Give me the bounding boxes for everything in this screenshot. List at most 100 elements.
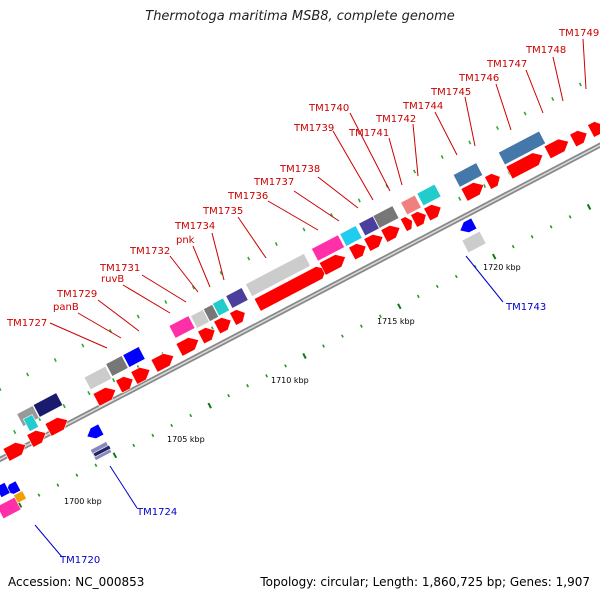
gene-feature-block[interactable] <box>22 414 40 432</box>
gene-feature-forward[interactable] <box>569 127 591 148</box>
gene-feature-reverse[interactable] <box>0 496 22 520</box>
tick-top <box>440 155 444 159</box>
gene-feature-forward[interactable] <box>399 214 415 232</box>
gene-feature-block[interactable] <box>497 130 547 166</box>
gene-feature-block[interactable] <box>400 194 422 216</box>
tick-top <box>247 256 251 261</box>
gene-label-TM1739[interactable]: TM1739 <box>293 123 334 134</box>
gene-feature-forward[interactable] <box>253 263 330 312</box>
gene-feature-forward[interactable] <box>92 384 119 407</box>
gene-feature-forward[interactable] <box>229 307 249 326</box>
gene-feature-forward[interactable] <box>363 231 386 252</box>
gene-feature-block[interactable] <box>105 355 129 377</box>
tick-outer <box>302 352 307 359</box>
gene-feature-forward[interactable] <box>318 251 349 276</box>
gene-label-TM1747[interactable]: TM1747 <box>486 59 527 70</box>
gene-feature-reverse[interactable] <box>461 230 487 254</box>
kbp-label-1705: 1705 kbp <box>167 435 205 444</box>
gene-feature-forward[interactable] <box>348 240 370 261</box>
gene-label-TM1731[interactable]: TM1731 <box>99 263 140 274</box>
gene-label-TM1742[interactable]: TM1742 <box>375 114 416 125</box>
tick-top <box>191 285 196 290</box>
gene-feature-forward[interactable] <box>2 439 29 462</box>
leader-TM1741 <box>388 137 403 186</box>
gene-label-TM1743[interactable]: TM1743 <box>505 302 546 313</box>
gene-feature-forward[interactable] <box>505 149 546 180</box>
gene-label-TM1737[interactable]: TM1737 <box>253 177 294 188</box>
gene-label-TM1732[interactable]: TM1732 <box>129 246 170 257</box>
gene-label-TM1735[interactable]: TM1735 <box>202 206 243 217</box>
gene-feature-block[interactable] <box>416 183 442 207</box>
gene-label-pnk[interactable]: pnk <box>176 235 195 246</box>
leader-TM1738 <box>317 176 359 209</box>
gene-feature-block[interactable] <box>311 234 345 262</box>
gene-feature-reverse[interactable] <box>92 444 112 458</box>
gene-feature-forward[interactable] <box>130 364 153 385</box>
tick-top <box>0 387 2 391</box>
gene-feature-block[interactable] <box>122 346 146 368</box>
gene-feature-block[interactable] <box>190 309 210 329</box>
gene-feature-reverse[interactable] <box>457 217 478 236</box>
gene-label-TM1729[interactable]: TM1729 <box>56 289 97 300</box>
gene-feature-block[interactable] <box>452 162 484 188</box>
gene-label-TM1736[interactable]: TM1736 <box>227 191 268 202</box>
gene-label-TM1741[interactable]: TM1741 <box>348 128 389 139</box>
gene-feature-forward[interactable] <box>380 222 403 243</box>
tick-inner <box>13 429 17 435</box>
gene-feature-forward[interactable] <box>26 427 49 448</box>
gene-feature-forward[interactable] <box>44 414 71 437</box>
gene-feature-forward[interactable] <box>150 350 177 373</box>
gene-feature-block[interactable] <box>83 365 113 391</box>
gene-feature-forward[interactable] <box>213 314 235 335</box>
gene-feature-block[interactable] <box>372 205 400 229</box>
gene-feature-forward[interactable] <box>543 135 572 160</box>
tick-outer <box>378 314 382 318</box>
gene-label-ruvB[interactable]: ruvB <box>101 274 124 285</box>
gene-feature-forward[interactable] <box>423 201 445 222</box>
gene-label-TM1724[interactable]: TM1724 <box>136 507 177 518</box>
leader-TM1735 <box>237 216 267 259</box>
gene-feature-block[interactable] <box>225 287 249 309</box>
gene-feature-block[interactable] <box>339 225 363 247</box>
kbp-label-1720: 1720 kbp <box>483 263 521 272</box>
gene-feature-forward[interactable] <box>410 209 430 228</box>
tick-outer <box>37 493 41 497</box>
tick-inner <box>482 183 487 188</box>
gene-label-TM1734[interactable]: TM1734 <box>174 221 215 232</box>
gene-feature-forward[interactable] <box>587 119 600 138</box>
leader-TM1748 <box>552 56 564 102</box>
gene-feature-forward[interactable] <box>197 324 219 345</box>
gene-label-TM1745[interactable]: TM1745 <box>430 87 471 98</box>
gene-feature-forward[interactable] <box>175 334 202 357</box>
gene-label-TM1746[interactable]: TM1746 <box>458 73 499 84</box>
kbp-label-1715: 1715 kbp <box>377 317 415 326</box>
gene-feature-block[interactable] <box>32 392 64 418</box>
leader-TM1744 <box>434 111 458 156</box>
leader-TM1729 <box>97 299 140 332</box>
tick-outer <box>227 394 231 398</box>
gene-feature-forward[interactable] <box>115 373 137 394</box>
gene-feature-forward[interactable] <box>460 179 487 202</box>
gene-feature-reverse[interactable] <box>84 423 105 442</box>
gene-feature-block[interactable] <box>212 297 230 317</box>
gene-feature-block[interactable] <box>202 304 220 322</box>
gene-label-TM1720[interactable]: TM1720 <box>59 555 100 566</box>
gene-feature-reverse[interactable] <box>0 481 11 499</box>
gene-feature-block[interactable] <box>168 315 196 339</box>
leader-TM1736 <box>267 200 319 231</box>
gene-feature-forward[interactable] <box>484 171 504 190</box>
gene-label-TM1749[interactable]: TM1749 <box>558 28 599 39</box>
leader-TM1740 <box>349 112 391 192</box>
gene-label-TM1748[interactable]: TM1748 <box>525 45 566 56</box>
tick-outer <box>511 244 515 249</box>
tick-inner <box>87 391 91 396</box>
gene-label-TM1727[interactable]: TM1727 <box>6 318 47 329</box>
gene-label-panB[interactable]: panB <box>53 302 79 313</box>
gene-label-TM1740[interactable]: TM1740 <box>308 103 349 114</box>
gene-label-TM1738[interactable]: TM1738 <box>279 164 320 175</box>
gene-feature-block[interactable] <box>245 253 311 297</box>
tick-outer <box>454 274 458 279</box>
tick-outer <box>284 364 287 368</box>
gene-label-TM1744[interactable]: TM1744 <box>402 101 443 112</box>
